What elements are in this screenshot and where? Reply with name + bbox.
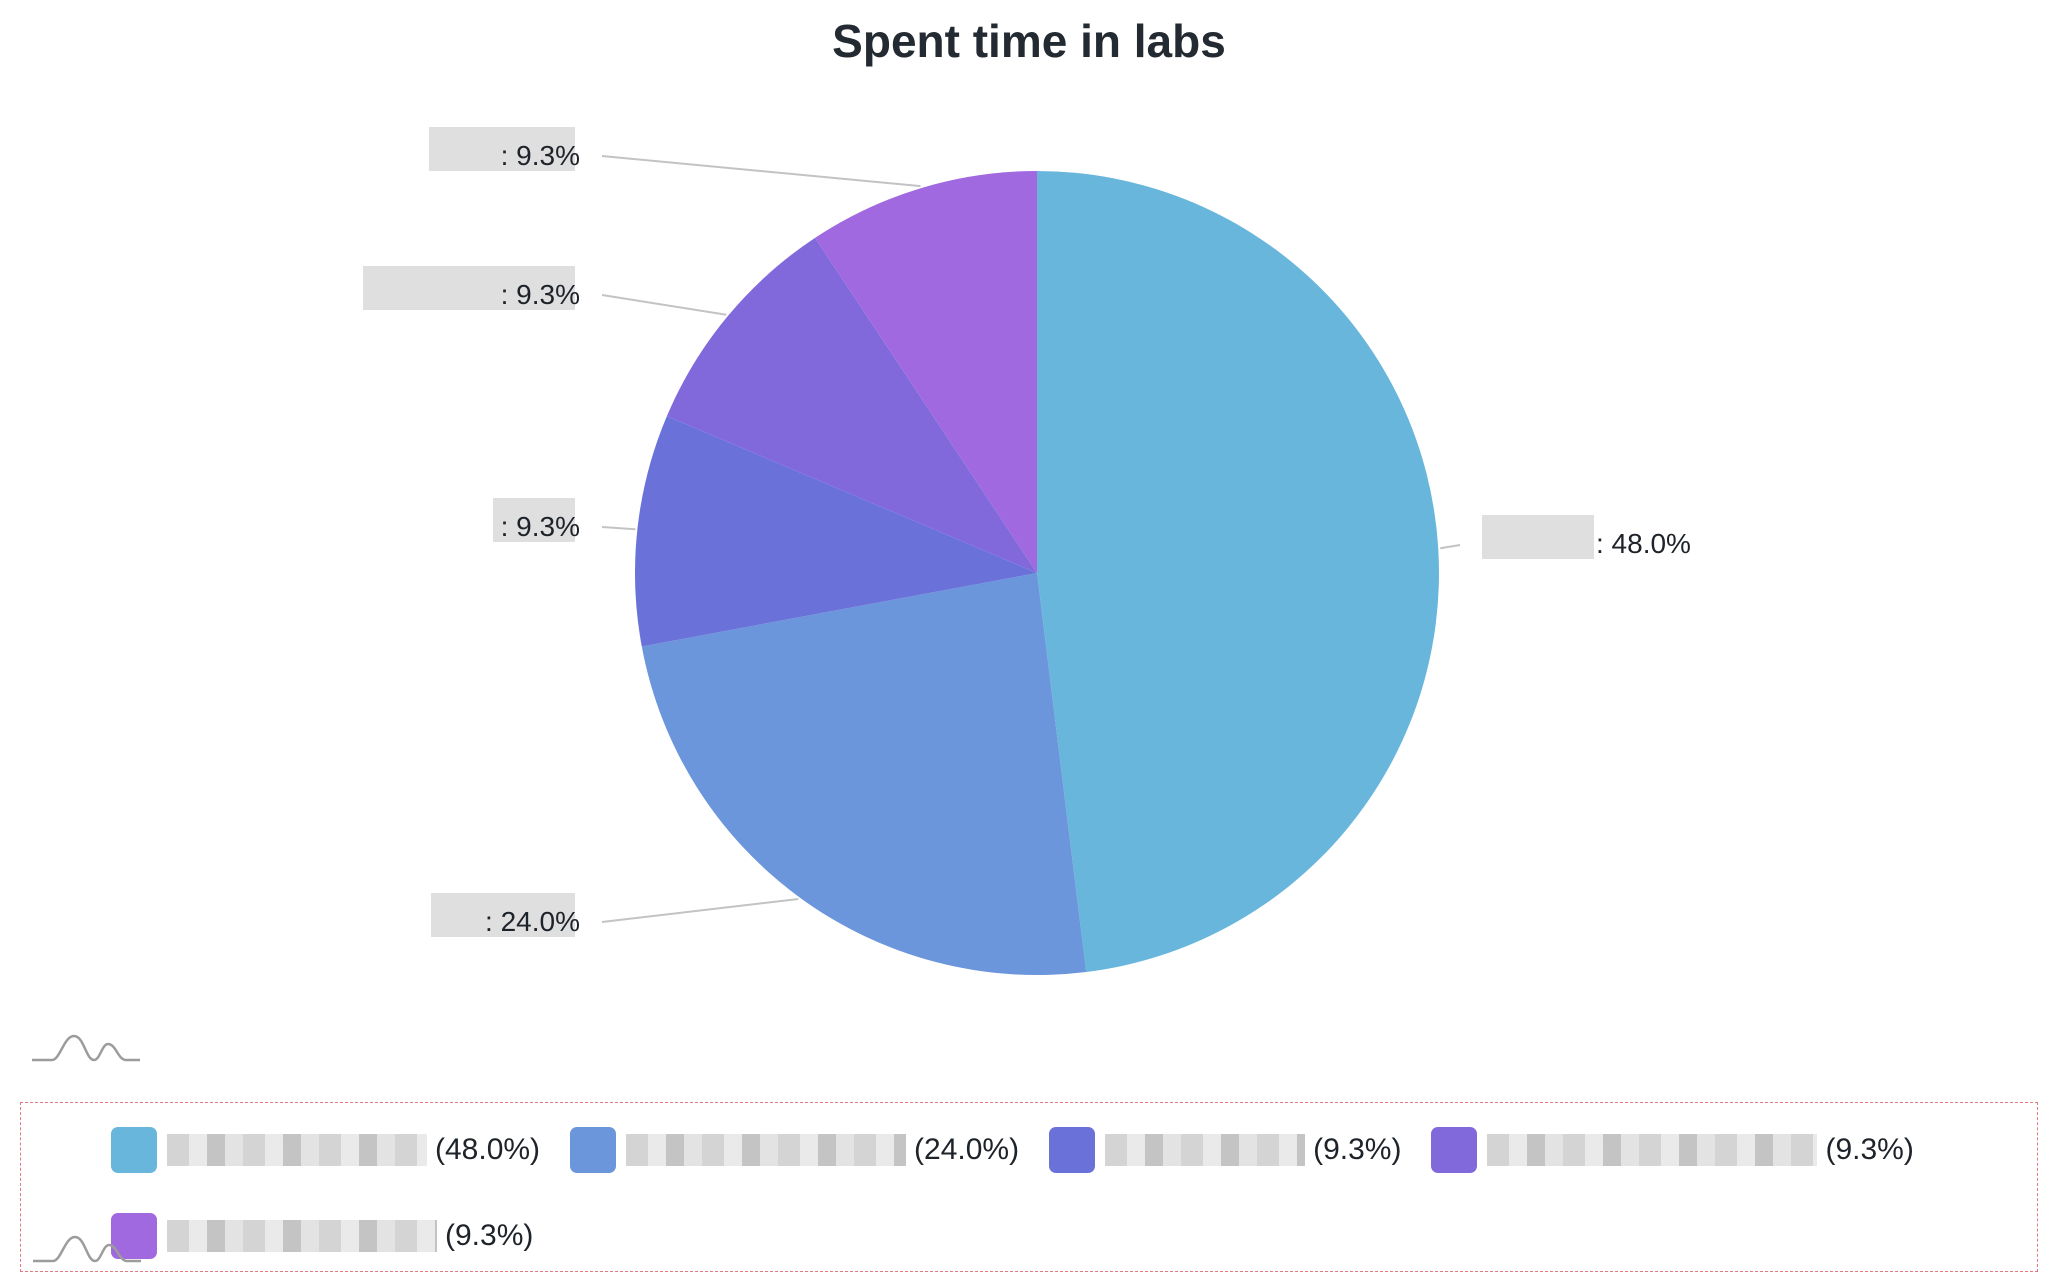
legend-item[interactable]: (24.0%) (570, 1127, 1019, 1173)
leader-line (601, 155, 921, 188)
legend-item[interactable]: (9.3%) (1049, 1127, 1401, 1173)
slice-category-label (1482, 515, 1594, 559)
pie-chart: : 48.0% : 24.0% : 9.3% : 9.3% : 9.3% (363, 127, 1691, 975)
pie-slice[interactable] (666, 237, 1037, 573)
leader-line (601, 897, 799, 923)
slice-percent-label: : 9.3% (501, 140, 580, 171)
legend-label (626, 1134, 907, 1166)
pie-slice[interactable] (1037, 171, 1440, 972)
slice-percent-label: : 9.3% (501, 279, 580, 310)
legend-swatch (111, 1213, 157, 1259)
slice-percent-label: : 24.0% (485, 906, 580, 937)
pie-slice[interactable] (815, 171, 1037, 573)
legend-percent: (24.0%) (914, 1133, 1020, 1166)
legend-label (1487, 1134, 1818, 1166)
slice-category-label (493, 498, 575, 542)
legend-swatch (111, 1127, 157, 1173)
slice-category-label (429, 127, 575, 171)
slice-percent-label: : 9.3% (501, 511, 580, 542)
legend-percent: (48.0%) (435, 1133, 541, 1166)
legend-swatch (1049, 1127, 1096, 1173)
legend-swatch (1431, 1127, 1478, 1173)
leader-line (1440, 544, 1461, 550)
leader-line (601, 294, 727, 316)
slice-category-label (363, 266, 575, 310)
legend-percent: (9.3%) (445, 1219, 534, 1252)
pie-slice[interactable] (635, 416, 1037, 647)
pie-slice[interactable] (641, 573, 1087, 975)
legend-row: (48.0%) (24.0%) (9.3%) (9.3%) (111, 1127, 1944, 1173)
wave-logo-icon (33, 1235, 141, 1263)
legend-percent: (9.3%) (1825, 1133, 1914, 1166)
slice-percent-label: : 48.0% (1596, 528, 1691, 559)
legend-item[interactable]: (48.0%) (111, 1127, 540, 1173)
chart-title: Spent time in labs (832, 15, 1226, 67)
legend-label (167, 1220, 437, 1252)
legend-item[interactable]: (9.3%) (1431, 1127, 1914, 1173)
wave-logo-icon (32, 1034, 140, 1062)
legend-item[interactable]: (9.3%) (111, 1213, 533, 1259)
legend-percent: (9.3%) (1313, 1133, 1402, 1166)
slice-category-label (431, 893, 575, 937)
legend-label (167, 1134, 427, 1166)
legend-swatch (570, 1127, 617, 1173)
legend-label (1105, 1134, 1306, 1166)
legend: (48.0%) (24.0%) (9.3%) (9.3%) (9.3%) (20, 1102, 2038, 1272)
leader-line (601, 526, 636, 531)
legend-row: (9.3%) (111, 1213, 563, 1259)
